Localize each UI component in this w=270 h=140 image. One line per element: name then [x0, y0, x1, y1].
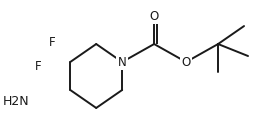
- Text: F: F: [35, 60, 42, 73]
- Text: H2N: H2N: [3, 95, 30, 108]
- Text: F: F: [49, 36, 56, 49]
- Text: O: O: [150, 10, 159, 23]
- Text: N: N: [118, 55, 127, 68]
- Text: O: O: [181, 55, 191, 68]
